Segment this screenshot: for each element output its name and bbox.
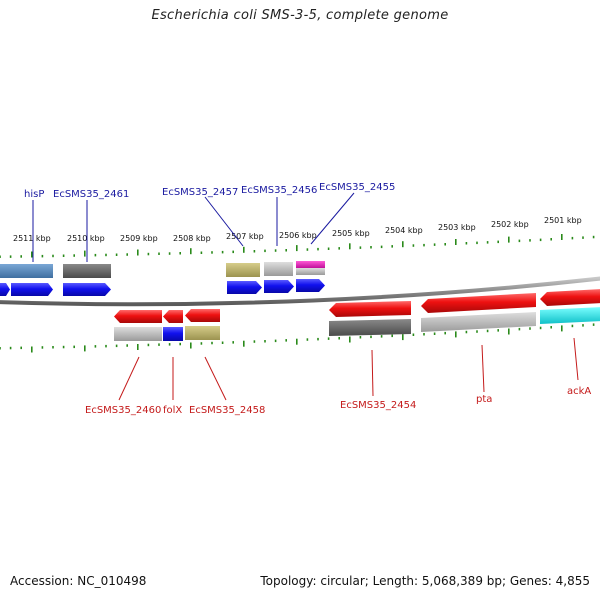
reverse-gene-labels: EcSMS35_2460 folX EcSMS35_2458 EcSMS35_2…	[85, 386, 591, 416]
scale-label: 2509 kbp	[120, 234, 158, 243]
genome-backbone	[0, 276, 600, 307]
reverse-leader-lines	[118, 337, 579, 401]
forward-feature-boxes	[0, 261, 325, 278]
upper-scale-ticks	[0, 234, 595, 258]
scale-label: 2506 kbp	[279, 231, 317, 240]
gene-label-folX[interactable]: folX	[163, 405, 182, 416]
gene-box[interactable]	[0, 264, 53, 278]
gene-box[interactable]	[226, 263, 260, 277]
gene-arrow[interactable]	[163, 310, 183, 323]
scale-label: 2507 kbp	[226, 232, 264, 241]
map-title: Escherichia coli SMS-3-5, complete genom…	[151, 8, 449, 23]
gene-arrow[interactable]	[11, 283, 53, 296]
forward-leader-lines	[32, 192, 355, 262]
gene-label-hisP[interactable]: hisP	[24, 189, 44, 200]
gene-arrow[interactable]	[421, 293, 536, 313]
gene-box[interactable]	[540, 307, 600, 324]
reverse-feature-boxes	[114, 307, 600, 341]
gene-arrow[interactable]	[227, 281, 262, 294]
lower-scale-ticks	[0, 323, 595, 353]
scale-labels: 2511 kbp 2510 kbp 2509 kbp 2508 kbp 2507…	[13, 216, 582, 243]
scale-label: 2505 kbp	[332, 229, 370, 238]
forward-gene-labels: hisP EcSMS35_2461 EcSMS35_2457 EcSMS35_2…	[24, 182, 395, 200]
gene-box[interactable]	[329, 319, 411, 336]
gene-label-ecsms35-2458[interactable]: EcSMS35_2458	[189, 405, 265, 416]
gene-label-ecsms35-2457[interactable]: EcSMS35_2457	[162, 187, 238, 198]
gene-arrow[interactable]	[114, 310, 162, 323]
scale-label: 2504 kbp	[385, 226, 423, 235]
gene-box[interactable]	[264, 262, 293, 276]
genome-summary-text: Topology: circular; Length: 5,068,389 bp…	[260, 574, 590, 588]
gene-box[interactable]	[296, 268, 325, 275]
scale-label: 2511 kbp	[13, 234, 51, 243]
gene-box[interactable]	[114, 327, 162, 341]
gene-arrow[interactable]	[63, 283, 111, 296]
gene-box[interactable]	[185, 326, 220, 340]
gene-box[interactable]	[63, 264, 111, 278]
gene-box[interactable]	[163, 327, 183, 341]
scale-label: 2508 kbp	[173, 234, 211, 243]
gene-label-ecsms35-2461[interactable]: EcSMS35_2461	[53, 189, 129, 200]
gene-label-pta[interactable]: pta	[476, 394, 492, 405]
gene-label-ecsms35-2455[interactable]: EcSMS35_2455	[319, 182, 395, 193]
scale-label: 2503 kbp	[438, 223, 476, 232]
scale-label: 2510 kbp	[67, 234, 105, 243]
gene-label-ackA[interactable]: ackA	[567, 386, 591, 397]
gene-arrow[interactable]	[296, 279, 325, 292]
gene-label-ecsms35-2460[interactable]: EcSMS35_2460	[85, 405, 161, 416]
gene-box[interactable]	[296, 261, 325, 268]
gene-box[interactable]	[421, 312, 536, 332]
scale-label: 2502 kbp	[491, 220, 529, 229]
scale-label: 2501 kbp	[544, 216, 582, 225]
gene-arrow[interactable]	[540, 289, 600, 306]
gene-arrow[interactable]	[264, 280, 294, 293]
accession-text: Accession: NC_010498	[10, 574, 147, 588]
forward-genes	[0, 279, 325, 296]
reverse-genes	[114, 289, 600, 323]
gene-label-ecsms35-2456[interactable]: EcSMS35_2456	[241, 185, 317, 196]
gene-label-ecsms35-2454[interactable]: EcSMS35_2454	[340, 400, 416, 411]
gene-arrow[interactable]	[329, 301, 411, 317]
gene-arrow[interactable]	[0, 283, 10, 296]
gene-arrow[interactable]	[185, 309, 220, 322]
